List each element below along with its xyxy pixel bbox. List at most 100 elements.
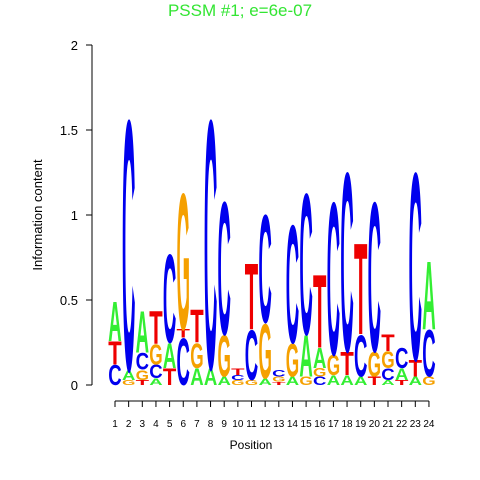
logo-letter: C — [122, 45, 135, 445]
x-tick-label: 19 — [355, 419, 367, 430]
logo-letter: C — [108, 359, 121, 391]
logo-letter: A — [108, 290, 121, 354]
logo-letter: G — [381, 347, 394, 373]
logo-letter: G — [122, 379, 135, 387]
y-tick-label: 1 — [71, 208, 78, 223]
logo-letter: G — [313, 366, 326, 379]
logo-letter: A — [190, 364, 203, 390]
logo-letter: T — [313, 253, 326, 370]
logo-letter: G — [136, 367, 149, 383]
x-tick-label: 21 — [382, 419, 394, 430]
logo-letter: G — [272, 375, 285, 383]
logo-letter: A — [313, 342, 326, 374]
logo-letter: G — [327, 349, 340, 381]
x-tick-label: 6 — [180, 419, 186, 430]
y-tick-label: 1.5 — [60, 123, 78, 138]
logo-letter: C — [409, 117, 422, 416]
logo-letter: A — [122, 367, 135, 383]
logo-letter: T — [231, 366, 244, 377]
logo-letter: A — [422, 241, 435, 350]
logo-letter: A — [204, 364, 217, 390]
logo-letter: G — [422, 374, 435, 387]
logo-letter: G — [286, 333, 299, 386]
x-tick-label: 15 — [301, 419, 313, 430]
logo-letter: C — [245, 316, 258, 396]
logo-letter: C — [231, 374, 244, 382]
x-tick-label: 23 — [410, 419, 422, 430]
logo-letter: T — [245, 243, 258, 349]
logo-letter: A — [149, 377, 162, 388]
x-tick-label: 2 — [126, 419, 132, 430]
logo-letter: G — [177, 153, 190, 371]
x-tick-label: 9 — [221, 419, 227, 430]
logo-letter: T — [381, 330, 394, 356]
logo-letter: C — [340, 120, 353, 406]
logo-letter: A — [218, 374, 231, 387]
logo-letter: A — [299, 324, 312, 390]
x-tick-label: 13 — [273, 419, 285, 430]
logo-letter: A — [395, 365, 408, 384]
logo-letter: A — [327, 372, 340, 388]
logo-letter: T — [136, 379, 149, 387]
logo-letter: G — [218, 324, 231, 390]
logo-letter: T — [177, 327, 190, 340]
logo-letter: C — [163, 230, 176, 371]
logo-letter: C — [258, 182, 271, 355]
logo-letter: G — [149, 339, 162, 371]
logo-letter: G — [190, 336, 203, 376]
logo-letter: C — [422, 316, 435, 390]
x-tick-label: 22 — [396, 419, 408, 430]
logo-letter: T — [354, 216, 367, 362]
logo-letter: T — [409, 355, 422, 381]
logo-letter: C — [299, 152, 312, 378]
logo-letter: A — [340, 372, 353, 388]
logo-letter: C — [395, 342, 408, 374]
logo-letter: C — [218, 164, 231, 375]
x-tick-label: 7 — [194, 419, 200, 430]
logo-letter: G — [231, 379, 244, 387]
y-tick-label: 2 — [71, 38, 78, 53]
logo-letter: T — [108, 335, 121, 372]
logo-letter: T — [190, 299, 203, 352]
logo-letter: T — [272, 381, 285, 386]
logo-letter: A — [354, 374, 367, 387]
logo-letter: A — [286, 374, 299, 387]
x-tick-label: 11 — [246, 419, 257, 430]
logo-letter: A — [381, 379, 394, 387]
x-tick-label: 5 — [167, 419, 173, 430]
logo-letter: A — [258, 377, 271, 388]
logo-letter: C — [368, 159, 381, 397]
x-tick-label: 18 — [341, 419, 353, 430]
x-axis-label: Position — [230, 438, 273, 452]
logo-letter: T — [340, 345, 353, 382]
x-tick-label: 4 — [153, 419, 159, 430]
x-tick-label: 20 — [369, 419, 381, 430]
x-tick-label: 8 — [208, 419, 214, 430]
logo-letter: A — [409, 374, 422, 387]
x-tick-label: 12 — [260, 419, 272, 430]
logo-letter: C — [286, 192, 299, 379]
logo-letter: C — [327, 156, 340, 400]
logo-letter: C — [177, 325, 190, 399]
logo-letter: C — [136, 348, 149, 374]
logo-letter: C — [354, 324, 367, 390]
y-tick-label: 0.5 — [60, 293, 78, 308]
y-axis-label: Information content — [30, 159, 45, 271]
x-tick-label: 24 — [423, 419, 435, 430]
logo-letter: C — [272, 368, 285, 379]
logo-letter: C — [381, 365, 394, 384]
x-tick-label: 10 — [232, 419, 244, 430]
x-tick-label: 16 — [314, 419, 326, 430]
logo-letter: C — [149, 361, 162, 382]
logo-letter: T — [368, 374, 381, 387]
x-tick-label: 14 — [287, 419, 299, 430]
logo-letter: C — [204, 47, 217, 445]
logo-letter: G — [258, 308, 271, 395]
logo-letter: G — [245, 379, 258, 387]
x-tick-label: 17 — [328, 419, 340, 430]
logo-letter: A — [136, 300, 149, 366]
chart-title: PSSM #1; e=6e-07 — [168, 1, 312, 20]
x-tick-label: 3 — [140, 419, 146, 430]
logo-letter: T — [149, 301, 162, 354]
